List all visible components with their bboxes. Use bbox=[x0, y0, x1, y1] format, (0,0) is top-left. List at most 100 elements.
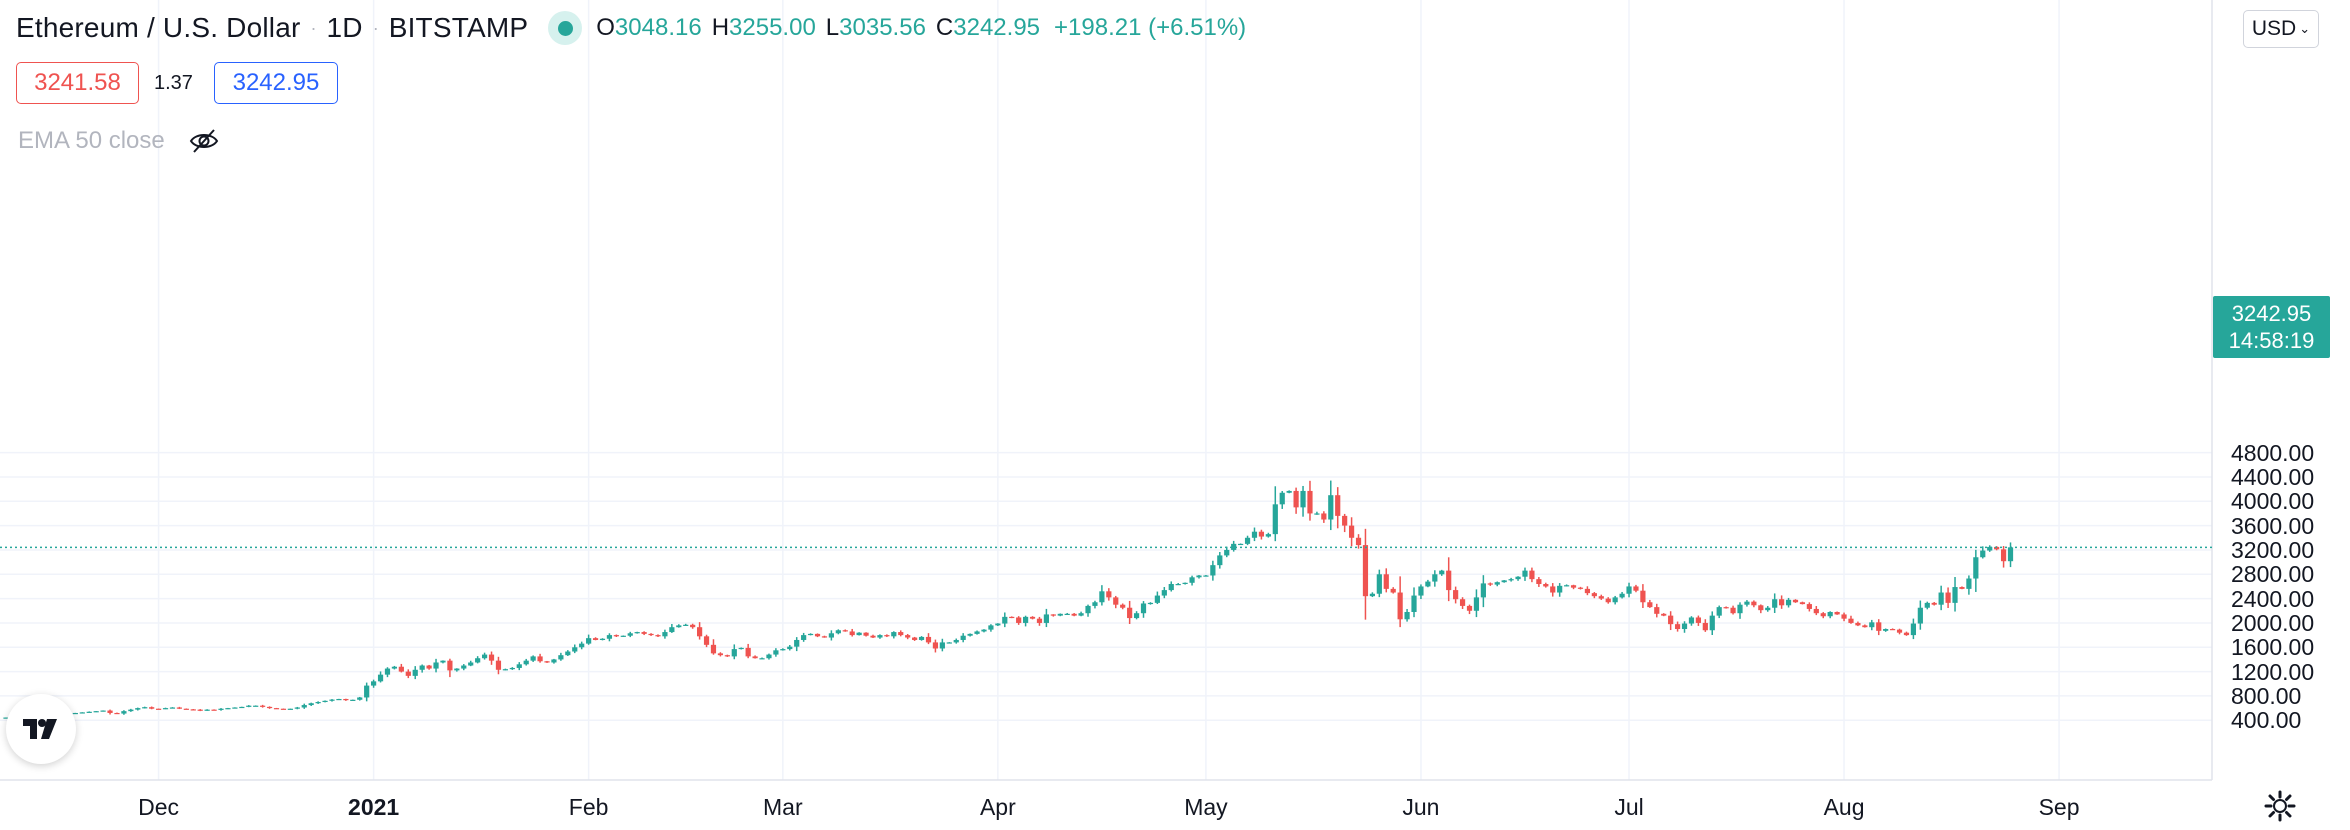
candle[interactable] bbox=[1120, 603, 1126, 610]
candle[interactable] bbox=[1910, 618, 1917, 640]
symbol-title[interactable]: Ethereum / U.S. Dollar bbox=[16, 12, 301, 43]
candle[interactable] bbox=[814, 633, 821, 638]
candle[interactable] bbox=[232, 707, 238, 709]
candle[interactable] bbox=[253, 705, 259, 707]
candle[interactable] bbox=[155, 708, 162, 710]
candle[interactable] bbox=[294, 706, 300, 710]
candle[interactable] bbox=[1106, 588, 1112, 601]
candle[interactable] bbox=[905, 633, 911, 640]
candle[interactable] bbox=[3, 717, 9, 719]
candle[interactable] bbox=[988, 624, 994, 632]
candle[interactable] bbox=[995, 623, 1001, 626]
candle[interactable] bbox=[1487, 582, 1493, 586]
candle[interactable] bbox=[447, 658, 453, 678]
candle[interactable] bbox=[592, 637, 599, 641]
candle[interactable] bbox=[1869, 619, 1875, 631]
candle[interactable] bbox=[558, 652, 564, 661]
candle[interactable] bbox=[1251, 527, 1258, 542]
candle[interactable] bbox=[1883, 628, 1889, 632]
candle[interactable] bbox=[1480, 575, 1486, 608]
candle[interactable] bbox=[1418, 584, 1424, 600]
candle[interactable] bbox=[724, 654, 730, 657]
candle[interactable] bbox=[280, 708, 287, 710]
candle[interactable] bbox=[1577, 586, 1584, 590]
candle[interactable] bbox=[544, 660, 550, 663]
candle[interactable] bbox=[121, 710, 127, 715]
candle[interactable] bbox=[918, 636, 925, 641]
candle[interactable] bbox=[266, 706, 273, 709]
candle[interactable] bbox=[891, 631, 897, 639]
candle[interactable] bbox=[1168, 581, 1174, 592]
candle[interactable] bbox=[1272, 486, 1278, 542]
candle[interactable] bbox=[1688, 616, 1695, 626]
candle[interactable] bbox=[1307, 480, 1313, 521]
candle[interactable] bbox=[565, 650, 571, 656]
candle[interactable] bbox=[2000, 546, 2007, 568]
candle[interactable] bbox=[246, 705, 252, 708]
candle[interactable] bbox=[260, 704, 266, 708]
candle[interactable] bbox=[1196, 575, 1202, 579]
candle[interactable] bbox=[1411, 587, 1417, 618]
candle[interactable] bbox=[1265, 532, 1271, 538]
exchange-label[interactable]: BITSTAMP bbox=[388, 12, 529, 43]
candle[interactable] bbox=[773, 648, 779, 657]
candle[interactable] bbox=[72, 712, 78, 715]
candle[interactable] bbox=[1529, 567, 1535, 583]
candle[interactable] bbox=[336, 698, 342, 701]
candle[interactable] bbox=[939, 638, 945, 652]
candle[interactable] bbox=[1598, 594, 1604, 600]
candle[interactable] bbox=[1758, 604, 1764, 614]
candle[interactable] bbox=[128, 708, 134, 712]
candle[interactable] bbox=[752, 655, 758, 659]
candle[interactable] bbox=[794, 637, 800, 652]
market-status-icon[interactable] bbox=[548, 11, 583, 45]
candle[interactable] bbox=[946, 642, 952, 644]
candle[interactable] bbox=[620, 635, 626, 637]
candle[interactable] bbox=[842, 629, 848, 632]
candle[interactable] bbox=[1612, 595, 1618, 605]
candle[interactable] bbox=[1806, 602, 1812, 612]
indicator-label[interactable]: EMA 50 close bbox=[18, 127, 165, 154]
candle[interactable] bbox=[641, 631, 647, 636]
candle[interactable] bbox=[1029, 616, 1036, 620]
candle[interactable] bbox=[1279, 491, 1285, 509]
candle[interactable] bbox=[710, 639, 717, 655]
candle[interactable] bbox=[974, 630, 980, 635]
candle[interactable] bbox=[1453, 586, 1459, 604]
candle[interactable] bbox=[1779, 595, 1785, 609]
candle[interactable] bbox=[925, 633, 932, 645]
candle[interactable] bbox=[1633, 584, 1639, 593]
candle[interactable] bbox=[1730, 605, 1736, 615]
candle[interactable] bbox=[697, 622, 703, 640]
candle[interactable] bbox=[1446, 557, 1452, 602]
candle[interactable] bbox=[586, 634, 592, 645]
candle[interactable] bbox=[1584, 586, 1591, 596]
candle[interactable] bbox=[197, 709, 203, 712]
candle[interactable] bbox=[1751, 600, 1757, 608]
candle[interactable] bbox=[239, 706, 245, 709]
tradingview-logo-icon[interactable] bbox=[6, 694, 76, 764]
candle[interactable] bbox=[301, 703, 307, 709]
candle[interactable] bbox=[454, 668, 460, 672]
candle[interactable] bbox=[1813, 606, 1819, 616]
candle[interactable] bbox=[1009, 616, 1015, 619]
candle[interactable] bbox=[1217, 551, 1223, 569]
candle[interactable] bbox=[932, 639, 939, 653]
candle[interactable] bbox=[1820, 612, 1826, 619]
candle[interactable] bbox=[1522, 567, 1528, 581]
candle[interactable] bbox=[468, 660, 474, 667]
candle[interactable] bbox=[79, 712, 85, 714]
candle[interactable] bbox=[655, 634, 661, 638]
candle[interactable] bbox=[190, 709, 196, 711]
candle[interactable] bbox=[1348, 517, 1355, 547]
candle[interactable] bbox=[162, 707, 169, 710]
candle[interactable] bbox=[135, 707, 141, 711]
candle[interactable] bbox=[502, 668, 508, 671]
candle[interactable] bbox=[1473, 589, 1480, 618]
candle[interactable] bbox=[1744, 600, 1750, 607]
candle[interactable] bbox=[211, 709, 217, 711]
candle[interactable] bbox=[738, 647, 744, 650]
candle[interactable] bbox=[440, 660, 446, 664]
candle[interactable] bbox=[1154, 591, 1160, 605]
